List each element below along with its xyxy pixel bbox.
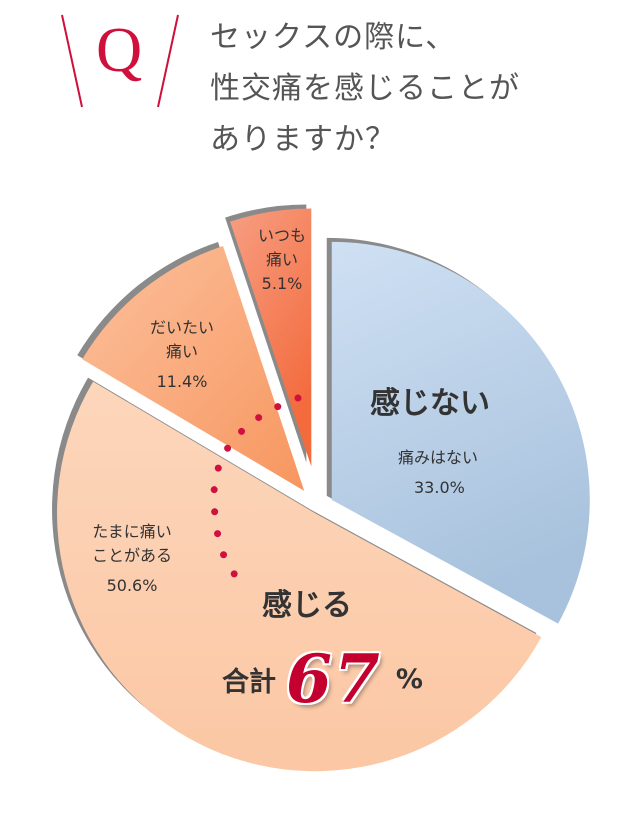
pie-slice-none — [331, 241, 590, 624]
slice-label-none: 痛みはない — [398, 448, 479, 467]
slice-label-sometimes: たまに痛い ことがある 50.6% — [92, 520, 172, 598]
dotted-bracket — [210, 394, 302, 586]
pie-slice-sometimes — [57, 381, 542, 772]
total-prefix: 合計 — [222, 666, 276, 698]
label-line: だいたい — [150, 318, 215, 337]
slice-value-none: 33.0% — [414, 478, 465, 497]
question-text: セックスの際に、 性交痛を感じることが ありますか？ — [210, 12, 520, 165]
total-value: 67 — [286, 640, 382, 718]
question-line: ありますか？ — [210, 122, 396, 157]
label-line: ことがある — [92, 546, 173, 565]
slice-value-sometimes: 50.6% — [106, 576, 158, 595]
group-label-no: 感じない — [370, 386, 490, 421]
total-suffix: % — [395, 663, 423, 695]
total-readout: 合計 67 % — [222, 640, 423, 718]
group-label-yes: 感じる — [262, 588, 352, 623]
slice-label-mostly: だいたい 痛い 11.4% — [150, 316, 214, 394]
slice-name-always: いつも痛い — [258, 226, 307, 269]
label-line: 痛い — [166, 342, 199, 361]
slice-value-mostly: 11.4% — [156, 372, 208, 391]
slice-label-always: いつも痛い 5.1% — [252, 224, 312, 296]
question-line: セックスの際に、 — [210, 20, 457, 55]
pie-slice-always — [230, 208, 312, 467]
label-line: たまに痛い — [92, 522, 172, 541]
q-letter: Q — [96, 14, 143, 85]
question-line: 性交痛を感じることが — [210, 71, 520, 106]
question-mark-slashes — [61, 14, 179, 108]
pie-slice-mostly — [82, 245, 305, 491]
slice-value-always: 5.1% — [261, 274, 303, 293]
